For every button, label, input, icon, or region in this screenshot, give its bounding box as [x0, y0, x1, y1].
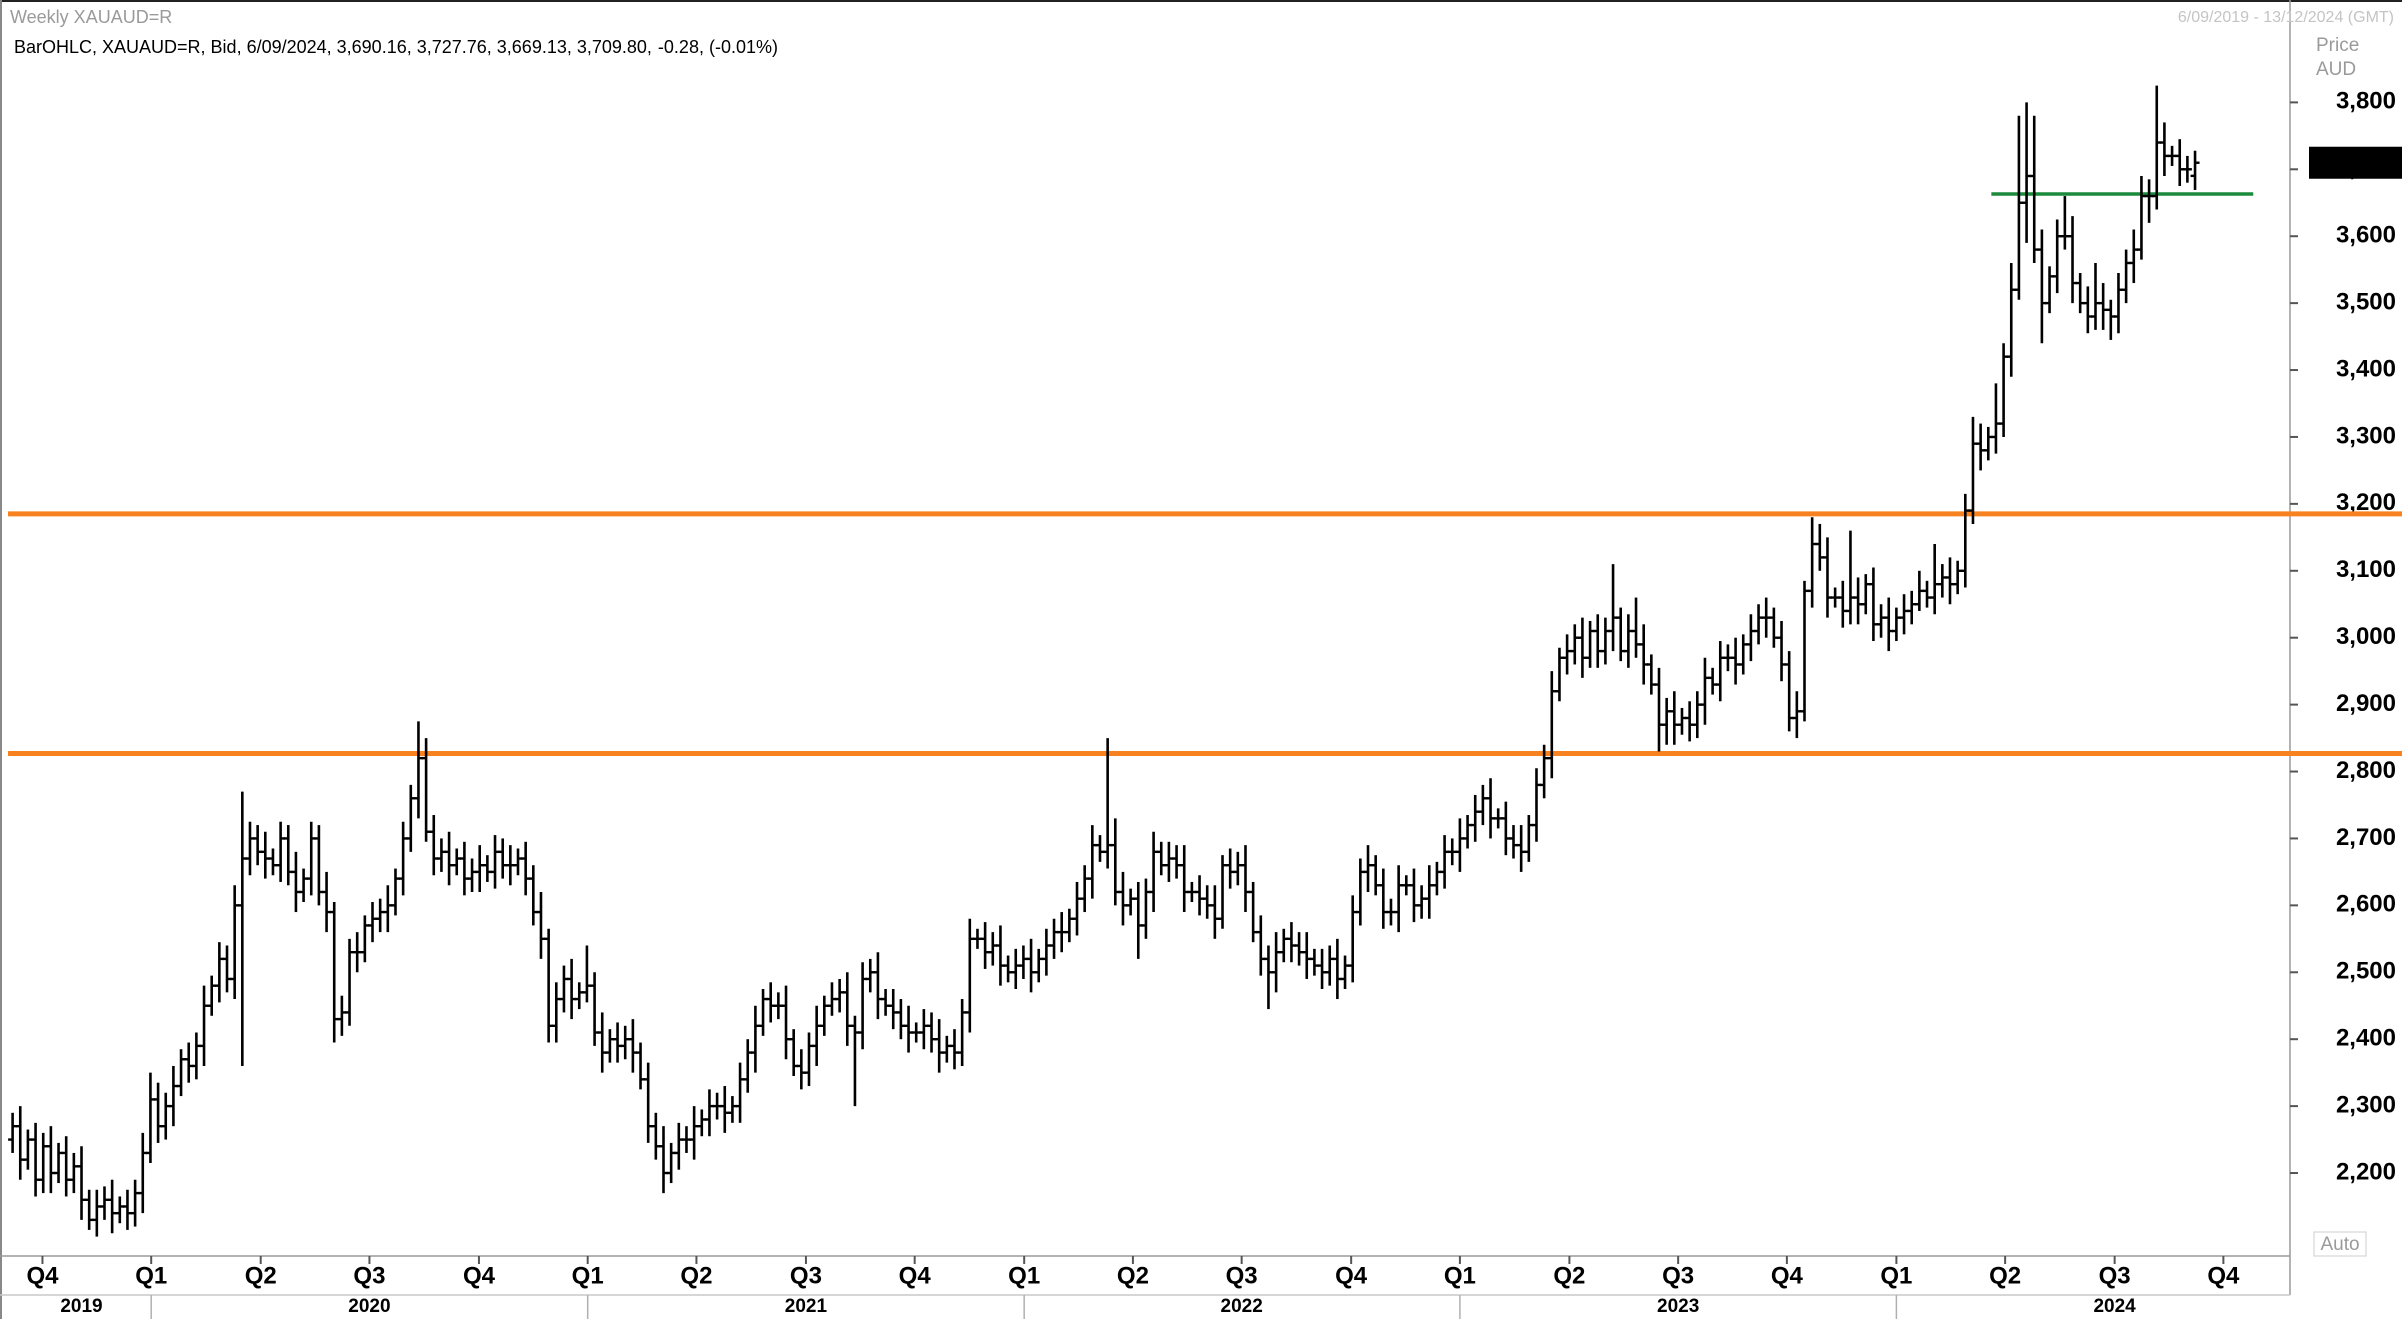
x-tick-label: Q3: [790, 1262, 822, 1289]
x-tick-label: Q3: [353, 1262, 385, 1289]
x-tick-label: Q3: [1226, 1262, 1258, 1289]
x-tick-label: Q1: [135, 1262, 167, 1289]
x-tick-label: Q2: [245, 1262, 277, 1289]
y-tick-label: 2,600: [2336, 891, 2396, 918]
x-tick-label: Q4: [1335, 1262, 1368, 1289]
x-tick-label: Q2: [1553, 1262, 1585, 1289]
x-tick-label: Q1: [1880, 1262, 1912, 1289]
year-label: 2019: [60, 1296, 102, 1317]
x-tick-label: Q1: [1444, 1262, 1476, 1289]
ohlc-series: [8, 85, 2200, 1237]
y-tick-label: 2,800: [2336, 757, 2396, 784]
x-tick-label: Q3: [1662, 1262, 1694, 1289]
x-tick-label: Q1: [572, 1262, 604, 1289]
x-tick-label: Q2: [1989, 1262, 2021, 1289]
legend-text: BarOHLC, XAUAUD=R, Bid, 6/09/2024, 3,690…: [14, 37, 652, 57]
year-label: 2020: [348, 1296, 390, 1317]
x-tick-label: Q1: [1008, 1262, 1040, 1289]
x-tick-label: Q2: [1117, 1262, 1149, 1289]
year-label: 2024: [2093, 1296, 2136, 1317]
x-tick-label: Q2: [680, 1262, 712, 1289]
scale-mode-box[interactable]: [2313, 1231, 2367, 1257]
last-price-label: 3,709.: [2312, 149, 2379, 176]
x-tick-label: Q4: [1771, 1262, 1804, 1289]
x-tick-label: Q4: [463, 1262, 496, 1289]
y-tick-label: 3,300: [2336, 422, 2396, 449]
chart-title: Weekly XAUAUD=R: [10, 7, 172, 27]
y-tick-label: 3,100: [2336, 556, 2396, 583]
y-tick-label: 2,300: [2336, 1091, 2396, 1118]
y-tick-label: 2,200: [2336, 1158, 2396, 1185]
x-tick-label: Q4: [26, 1262, 59, 1289]
y-tick-label: 3,500: [2336, 288, 2396, 315]
last-price-box: [2309, 146, 2402, 179]
year-label: 2022: [1221, 1296, 1263, 1317]
y-tick-label: 3,600: [2336, 222, 2396, 249]
y-tick-label: 2,900: [2336, 690, 2396, 717]
y-axis-unit: AUD: [2316, 59, 2356, 80]
scale-mode[interactable]: Auto: [2320, 1234, 2359, 1255]
y-tick-label: 3,400: [2336, 355, 2396, 382]
x-tick-label: Q4: [2207, 1262, 2240, 1289]
legend-change: -0.28, (-0.01%): [658, 37, 778, 57]
x-tick-label: Q4: [899, 1262, 932, 1289]
y-tick-label: 3,800: [2336, 88, 2396, 115]
date-range: 6/09/2019 - 13/12/2024 (GMT): [2178, 9, 2394, 26]
y-tick-label: 2,400: [2336, 1025, 2396, 1052]
y-tick-label: 2,500: [2336, 958, 2396, 985]
y-axis-label: Price: [2316, 35, 2359, 56]
y-tick-label: 2,700: [2336, 824, 2396, 851]
year-label: 2021: [785, 1296, 828, 1317]
x-tick-label: Q3: [2099, 1262, 2131, 1289]
y-tick-label: 3,000: [2336, 623, 2396, 650]
year-label: 2023: [1657, 1296, 1699, 1317]
